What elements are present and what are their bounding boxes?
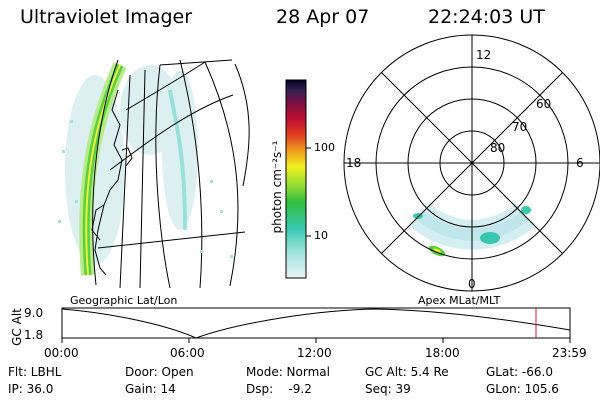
mode-info: Mode: Normal bbox=[246, 365, 330, 379]
filter-info: Flt: LBHL bbox=[8, 365, 62, 379]
lat-label-70: 70 bbox=[512, 120, 528, 134]
polar-grid bbox=[343, 34, 600, 292]
y-tick-1-8: 1.8 bbox=[24, 328, 44, 342]
dsp-info: Dsp: -9.2 bbox=[246, 382, 312, 396]
geographic-title: Geographic Lat/Lon bbox=[70, 294, 178, 307]
mlt-label-0: 0 bbox=[468, 277, 476, 291]
x-tick-1800: 18:00 bbox=[425, 346, 460, 360]
x-tick-1200: 12:00 bbox=[297, 346, 332, 360]
lat-label-60: 60 bbox=[536, 97, 552, 111]
mlt-label-12: 12 bbox=[476, 48, 492, 62]
aurora-oval-arc bbox=[79, 62, 187, 276]
y-tick-9: 9.0 bbox=[24, 306, 44, 320]
mlt-label-6: 6 bbox=[576, 156, 584, 170]
date-label: 28 Apr 07 bbox=[276, 6, 370, 28]
x-tick-2359: 23:59 bbox=[552, 346, 587, 360]
ip-info: IP: 36.0 bbox=[8, 382, 54, 396]
gain-info: Gain: 14 bbox=[125, 382, 176, 396]
time-label: 22:24:03 UT bbox=[428, 6, 545, 28]
sparse-speckle bbox=[58, 120, 233, 258]
glon-info: GLon: 105.6 bbox=[486, 382, 559, 396]
glat-info: GLat: -66.0 bbox=[486, 365, 553, 379]
orbit-altitude-curve bbox=[61, 308, 571, 339]
x-tick-0000: 00:00 bbox=[44, 346, 79, 360]
lat-label-80: 80 bbox=[490, 141, 506, 155]
apex-title: Apex MLat/MLT bbox=[418, 294, 501, 307]
colorbar-tick-10: 10 bbox=[314, 229, 328, 242]
door-info: Door: Open bbox=[125, 365, 194, 379]
mlt-label-18: 18 bbox=[346, 156, 362, 170]
graticule bbox=[92, 59, 250, 289]
x-tick-0600: 06:00 bbox=[170, 346, 205, 360]
colorbar-tick-100: 100 bbox=[314, 141, 335, 154]
gc-alt-info: GC Alt: 5.4 Re bbox=[365, 365, 449, 379]
coastline bbox=[91, 89, 133, 276]
seq-info: Seq: 39 bbox=[365, 382, 411, 396]
instrument-title: Ultraviolet Imager bbox=[20, 6, 193, 28]
